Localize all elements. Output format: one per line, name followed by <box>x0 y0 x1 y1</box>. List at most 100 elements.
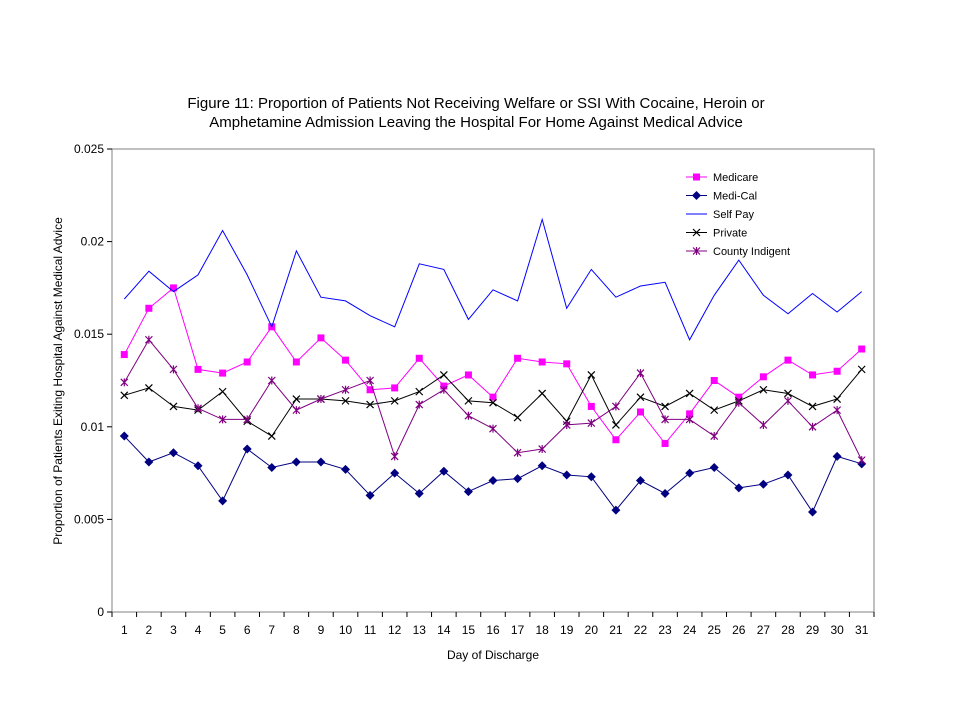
data-point-medicare <box>366 386 374 394</box>
data-point-medicare <box>219 369 227 377</box>
data-point-county-indigent <box>194 404 202 413</box>
legend-swatch-marker <box>693 173 700 181</box>
data-point-private <box>489 398 497 407</box>
data-point-medicare <box>563 360 571 368</box>
data-point-medi-cal <box>537 461 547 471</box>
data-point-county-indigent <box>243 415 252 424</box>
series-self-pay <box>123 217 863 341</box>
data-point-medicare <box>464 371 472 379</box>
data-point-medicare <box>538 358 546 366</box>
data-point-private <box>587 371 596 379</box>
data-point-medi-cal <box>291 457 301 467</box>
data-point-county-indigent <box>390 452 399 461</box>
data-point-private <box>636 393 645 402</box>
legend-item-medicare: Medicare <box>686 172 758 184</box>
x-tick-label: 29 <box>806 623 820 637</box>
x-tick-label: 2 <box>146 623 153 637</box>
data-point-private <box>759 385 768 394</box>
x-tick-label: 30 <box>830 623 844 637</box>
x-tick-label: 21 <box>609 623 623 637</box>
y-tick-label: 0.025 <box>74 142 104 156</box>
data-point-medi-cal <box>734 483 744 493</box>
data-point-county-indigent <box>415 400 424 409</box>
data-point-county-indigent <box>685 415 694 424</box>
data-point-medicare <box>145 304 153 312</box>
data-point-private <box>415 387 424 396</box>
data-point-medicare <box>759 373 767 381</box>
data-point-private <box>292 395 301 403</box>
x-tick-label: 11 <box>364 623 377 637</box>
data-point-county-indigent <box>710 432 719 441</box>
data-point-county-indigent <box>857 456 866 465</box>
data-point-private <box>267 432 276 440</box>
data-point-medi-cal <box>168 448 178 458</box>
x-tick-label: 14 <box>437 623 451 637</box>
data-point-private <box>144 383 153 392</box>
x-tick-label: 27 <box>757 623 771 637</box>
data-point-county-indigent <box>759 420 768 429</box>
x-tick-label: 22 <box>634 623 648 637</box>
data-point-medi-cal <box>193 461 203 471</box>
x-axis: 1 2 3 4 5 6 7 8 9 10 11 12 13 14 15 16 17 18 19 20 21 22 23 24 2… <box>111 612 875 637</box>
data-point-medi-cal <box>562 470 572 480</box>
data-point-medi-cal <box>611 505 621 515</box>
chart-title-line-2: Amphetamine Admission Leaving the Hospit… <box>209 114 743 131</box>
x-tick-label: 1 <box>121 623 128 637</box>
data-point-medicare <box>661 439 669 447</box>
x-tick-label: 10 <box>339 623 353 637</box>
x-tick-label: 16 <box>486 623 500 637</box>
data-point-county-indigent <box>292 406 301 415</box>
legend-item-self-pay: Self Pay <box>686 209 754 221</box>
data-point-medi-cal <box>832 451 842 461</box>
data-point-private <box>464 396 473 405</box>
data-point-medi-cal <box>316 457 326 467</box>
data-point-county-indigent <box>218 415 227 424</box>
data-point-private <box>169 402 178 411</box>
data-point-medi-cal <box>463 487 473 497</box>
data-point-medi-cal <box>685 468 695 478</box>
data-point-medi-cal <box>586 472 596 482</box>
chart-title-line-1: Figure 11: Proportion of Patients Not Re… <box>187 95 764 112</box>
series-line-self-pay <box>123 217 863 341</box>
data-point-county-indigent <box>661 415 669 424</box>
x-tick-label: 23 <box>658 623 672 637</box>
plot-area <box>111 148 875 613</box>
data-point-private <box>661 402 669 411</box>
data-point-county-indigent <box>587 419 596 428</box>
x-tick-label: 5 <box>219 623 226 637</box>
y-tick-label: 0.015 <box>74 327 104 341</box>
legend-label: Medicare <box>713 172 758 184</box>
data-point-medicare <box>587 402 595 410</box>
data-point-county-indigent <box>833 406 842 415</box>
legend-label: Medi-Cal <box>713 191 757 203</box>
data-point-medicare <box>686 410 694 418</box>
data-point-county-indigent <box>784 396 792 405</box>
data-point-private <box>833 395 842 403</box>
data-point-medicare <box>858 345 866 353</box>
x-tick-label: 13 <box>413 623 427 637</box>
data-point-medicare <box>809 371 817 379</box>
data-point-medi-cal <box>365 490 375 500</box>
data-point-medicare <box>120 351 128 359</box>
data-point-private <box>366 400 375 409</box>
legend-item-private: Private <box>686 228 747 240</box>
data-point-medi-cal <box>635 476 645 486</box>
legend-item-county-indigent: County Indigent <box>686 246 790 258</box>
x-tick-label: 9 <box>318 623 325 637</box>
legend-label: Private <box>713 228 747 240</box>
data-point-medicare <box>169 284 177 292</box>
series-medi-cal <box>119 431 867 517</box>
data-point-medi-cal <box>783 470 793 480</box>
data-point-private <box>857 365 866 374</box>
data-point-county-indigent <box>341 385 350 394</box>
data-point-county-indigent <box>538 445 547 454</box>
x-tick-label: 8 <box>293 623 300 637</box>
series-county-indigent <box>120 335 866 465</box>
data-point-medicare <box>612 436 620 444</box>
data-point-medicare <box>243 358 251 366</box>
data-point-medi-cal <box>513 474 523 484</box>
data-point-county-indigent <box>734 398 743 407</box>
x-tick-label: 12 <box>388 623 402 637</box>
data-point-county-indigent <box>513 448 522 457</box>
data-point-private <box>784 389 792 398</box>
